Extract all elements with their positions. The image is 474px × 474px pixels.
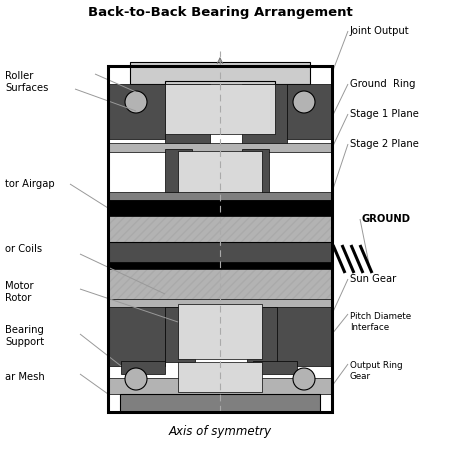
Bar — [130, 62, 310, 84]
Text: or Coils: or Coils — [5, 244, 42, 254]
Bar — [178, 304, 262, 359]
Bar — [108, 143, 332, 152]
Bar — [242, 149, 269, 196]
Bar — [165, 149, 192, 196]
Bar — [108, 192, 332, 200]
Bar — [253, 361, 297, 374]
Text: Output Ring
Gear: Output Ring Gear — [350, 361, 402, 381]
Text: Joint Output: Joint Output — [350, 26, 410, 36]
Bar — [108, 269, 332, 302]
Bar — [108, 200, 332, 216]
Bar — [165, 307, 195, 362]
Text: Motor
Rotor: Motor Rotor — [5, 281, 34, 303]
Bar — [108, 262, 332, 269]
Text: Roller
Surfaces: Roller Surfaces — [5, 71, 48, 93]
Bar — [108, 84, 165, 139]
Text: Ground  Ring: Ground Ring — [350, 79, 416, 89]
Text: Stage 2 Plane: Stage 2 Plane — [350, 139, 419, 149]
Bar — [178, 362, 262, 392]
Bar — [242, 84, 287, 147]
Text: ar Mesh: ar Mesh — [5, 372, 45, 382]
Bar — [275, 84, 332, 139]
Circle shape — [125, 368, 147, 390]
Text: Back-to-Back Bearing Arrangement: Back-to-Back Bearing Arrangement — [88, 6, 352, 18]
Text: Pitch Diamete
Interface: Pitch Diamete Interface — [350, 312, 411, 332]
Bar — [108, 378, 332, 394]
Bar — [108, 299, 332, 307]
Bar — [247, 307, 277, 362]
Bar — [108, 304, 165, 366]
Text: Stage 1 Plane: Stage 1 Plane — [350, 109, 419, 119]
Circle shape — [125, 91, 147, 113]
Bar — [108, 242, 332, 264]
Bar — [165, 84, 275, 134]
Circle shape — [293, 91, 315, 113]
Text: Axis of symmetry: Axis of symmetry — [168, 426, 272, 438]
Bar — [178, 151, 262, 194]
Text: Bearing
Support: Bearing Support — [5, 325, 44, 347]
Bar — [165, 84, 210, 147]
Text: GROUND: GROUND — [362, 214, 411, 224]
Circle shape — [293, 368, 315, 390]
Bar — [108, 214, 332, 244]
Text: Sun Gear: Sun Gear — [350, 274, 396, 284]
Text: tor Airgap: tor Airgap — [5, 179, 55, 189]
Bar — [121, 361, 165, 374]
Bar — [165, 81, 275, 119]
Bar — [120, 394, 320, 412]
Bar — [275, 304, 332, 366]
Bar — [108, 66, 332, 412]
